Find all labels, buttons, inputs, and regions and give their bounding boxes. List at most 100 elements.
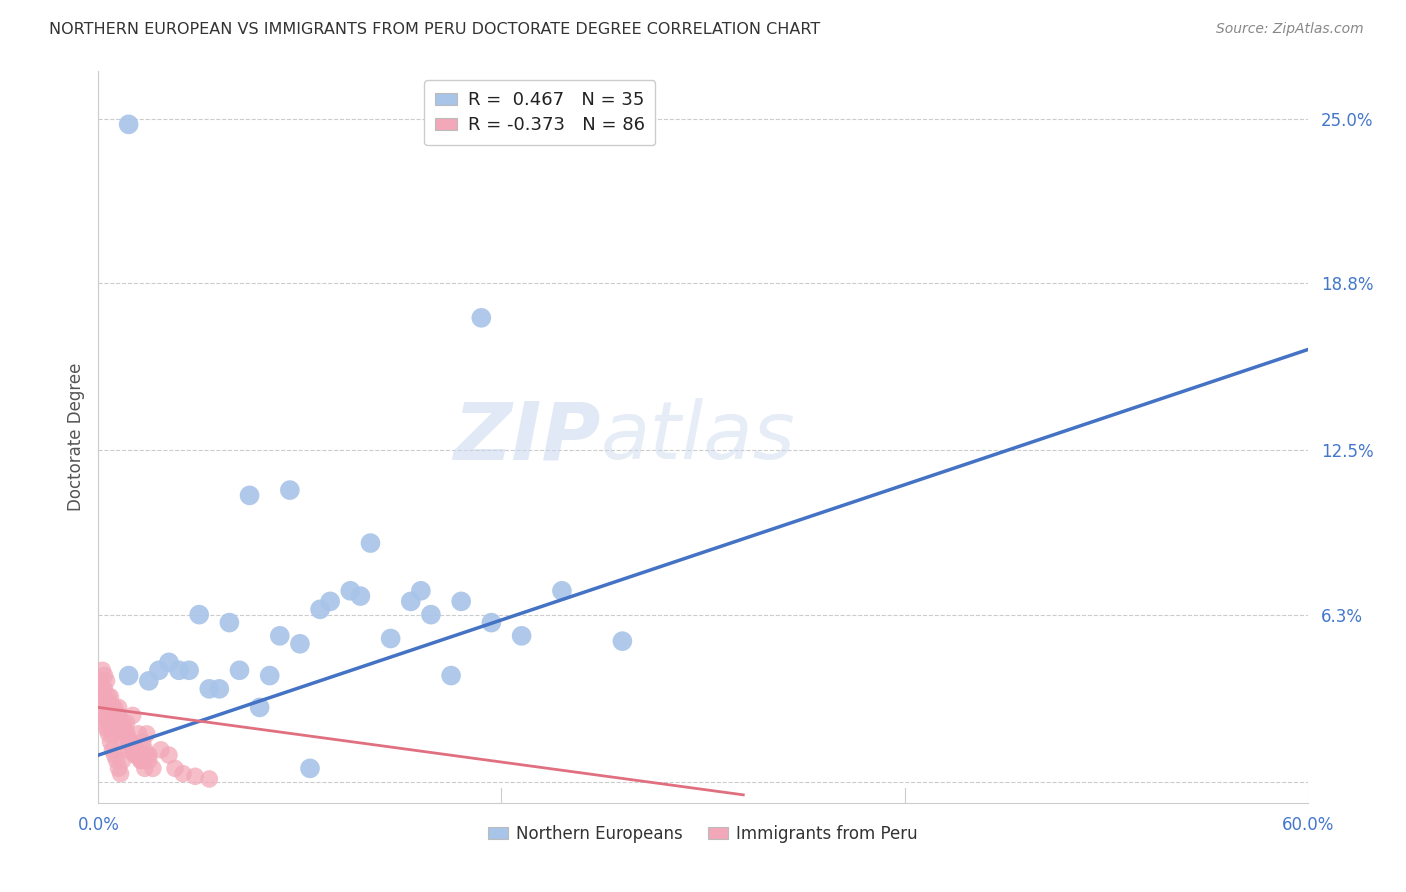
Point — [138, 748, 160, 763]
Point — [198, 681, 221, 696]
Point — [111, 753, 134, 767]
Point — [103, 700, 125, 714]
Point — [121, 743, 143, 757]
Point — [399, 594, 422, 608]
Text: Source: ZipAtlas.com: Source: ZipAtlas.com — [1216, 22, 1364, 37]
Point — [110, 722, 132, 736]
Point — [612, 634, 634, 648]
Point — [184, 769, 207, 783]
Point — [93, 716, 115, 731]
Point — [93, 681, 115, 696]
Point — [103, 716, 125, 731]
Point — [132, 735, 155, 749]
Point — [278, 483, 301, 497]
Point — [91, 708, 114, 723]
Point — [105, 708, 128, 723]
Point — [121, 743, 143, 757]
Point — [135, 727, 157, 741]
Point — [129, 753, 152, 767]
Point — [360, 536, 382, 550]
Point — [188, 607, 211, 622]
Point — [118, 743, 141, 757]
Point — [157, 656, 180, 670]
Point — [510, 629, 533, 643]
Point — [120, 735, 142, 749]
Point — [114, 722, 136, 736]
Point — [129, 753, 152, 767]
Point — [111, 735, 134, 749]
Point — [409, 583, 432, 598]
Point — [105, 753, 128, 767]
Point — [134, 743, 156, 757]
Point — [89, 690, 111, 704]
Point — [319, 594, 342, 608]
Y-axis label: Doctorate Degree: Doctorate Degree — [66, 363, 84, 511]
Point — [269, 629, 291, 643]
Point — [118, 735, 141, 749]
Point — [481, 615, 503, 630]
Text: ZIP: ZIP — [453, 398, 600, 476]
Point — [172, 766, 194, 780]
Point — [138, 753, 160, 767]
Point — [120, 735, 142, 749]
Point — [299, 761, 322, 775]
Point — [551, 583, 574, 598]
Point — [114, 727, 136, 741]
Point — [96, 673, 118, 688]
Point — [115, 727, 138, 741]
Point — [97, 690, 120, 704]
Point — [97, 716, 120, 731]
Point — [124, 743, 146, 757]
Point — [107, 708, 129, 723]
Point — [208, 681, 231, 696]
Point — [148, 663, 170, 677]
Point — [93, 708, 115, 723]
Point — [111, 722, 134, 736]
Point — [124, 748, 146, 763]
Point — [101, 743, 124, 757]
Point — [101, 700, 124, 714]
Point — [100, 700, 122, 714]
Point — [163, 761, 186, 775]
Point — [110, 716, 132, 731]
Point — [259, 668, 281, 682]
Point — [228, 663, 250, 677]
Point — [239, 488, 262, 502]
Point — [125, 748, 148, 763]
Point — [115, 716, 138, 731]
Point — [157, 748, 180, 763]
Point — [89, 673, 111, 688]
Point — [111, 716, 134, 731]
Point — [96, 695, 118, 709]
Point — [101, 700, 124, 714]
Point — [107, 700, 129, 714]
Point — [450, 594, 472, 608]
Point — [420, 607, 443, 622]
Point — [101, 727, 124, 741]
Point — [118, 117, 141, 131]
Point — [91, 681, 114, 696]
Point — [380, 632, 402, 646]
Point — [309, 602, 332, 616]
Point — [128, 727, 150, 741]
Point — [91, 663, 114, 677]
Point — [142, 761, 165, 775]
Point — [198, 772, 221, 786]
Point — [120, 735, 142, 749]
Point — [110, 766, 132, 780]
Point — [149, 743, 172, 757]
Point — [103, 748, 125, 763]
Point — [470, 310, 492, 325]
Point — [89, 695, 111, 709]
Point — [128, 748, 150, 763]
Point — [138, 673, 160, 688]
Point — [103, 708, 125, 723]
Point — [105, 716, 128, 731]
Point — [100, 690, 122, 704]
Point — [91, 700, 114, 714]
Point — [167, 663, 190, 677]
Point — [107, 761, 129, 775]
Point — [93, 668, 115, 682]
Point — [118, 668, 141, 682]
Point — [218, 615, 240, 630]
